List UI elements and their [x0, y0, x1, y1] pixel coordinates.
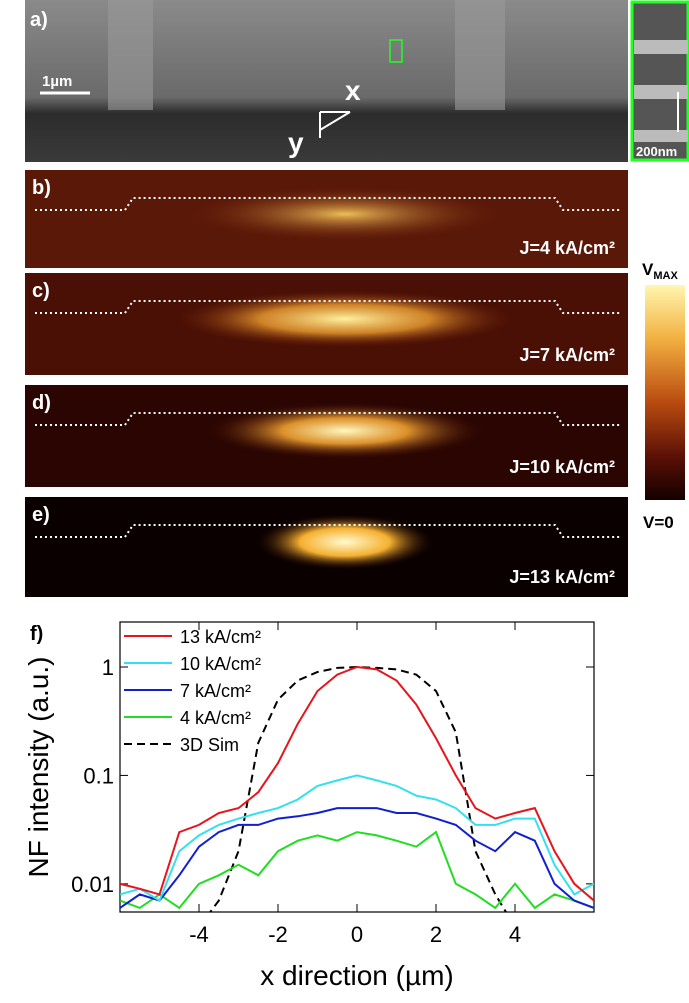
- y-tick-label: 0.1: [83, 763, 114, 788]
- current-label: J=10 kA/cm²: [509, 457, 615, 477]
- y-axis-title: NF intensity (a.u.): [23, 657, 54, 878]
- x-tick-label: 2: [430, 922, 442, 947]
- series-line: [120, 830, 594, 910]
- emission-spot: [175, 290, 515, 348]
- emission-spot: [255, 514, 435, 570]
- panel-a: a) 1µm x y 200nm: [25, 0, 689, 162]
- lines: [120, 665, 594, 912]
- scale-bar-label: 1µm: [42, 73, 72, 90]
- series-line: [120, 807, 594, 909]
- x-tick-label: 4: [509, 922, 521, 947]
- plot-f: f) x direction (µm) NF intensity (a.u.) …: [23, 621, 595, 991]
- legend-label: 7 kA/cm²: [180, 681, 251, 701]
- panel-label: b): [32, 177, 51, 199]
- x-tick-label: -4: [189, 922, 209, 947]
- emission-spot: [185, 186, 505, 242]
- y-tick-label: 1: [102, 655, 114, 680]
- legend-label: 10 kA/cm²: [180, 654, 261, 674]
- series-line: [120, 774, 594, 903]
- colorbar-top: VMAX: [642, 260, 678, 282]
- emission-spot: [205, 402, 485, 460]
- ridge-outline: [35, 300, 622, 314]
- panel-label: e): [32, 504, 50, 526]
- panel-label: c): [32, 280, 50, 302]
- panel-label: f): [30, 623, 43, 645]
- legend-label: 13 kA/cm²: [180, 627, 261, 647]
- current-label: J=4 kA/cm²: [519, 238, 615, 258]
- inset-scale-label: 200nm: [636, 144, 677, 159]
- colorbar-bottom: V=0: [643, 513, 674, 532]
- legend-label: 4 kA/cm²: [180, 708, 251, 728]
- panel-d: d) J=10 kA/cm²: [25, 385, 628, 487]
- x-tick-label: -2: [268, 922, 288, 947]
- panel-e: e) J=13 kA/cm²: [25, 497, 628, 597]
- axis-x-label: x: [345, 75, 361, 106]
- heatmaps: b) J=4 kA/cm² c) J=7 kA/cm² d) J=10 kA/cm² e) J…: [25, 170, 628, 597]
- panel-label: d): [32, 392, 51, 414]
- x-axis-title: x direction (µm): [260, 960, 454, 991]
- panel-b: b) J=4 kA/cm²: [25, 170, 628, 268]
- ridge-outline: [35, 412, 622, 426]
- legend-label: 3D Sim: [180, 735, 239, 755]
- colorbar: VMAX V=0: [642, 260, 685, 532]
- axis-y-label: y: [288, 127, 304, 158]
- current-label: J=7 kA/cm²: [519, 345, 615, 365]
- series-line: [209, 665, 508, 912]
- x-tick-label: 0: [351, 922, 363, 947]
- colorbar-top-main: V: [642, 260, 654, 279]
- colorbar-top-sub: MAX: [653, 270, 678, 282]
- y-tick-label: 0.01: [71, 872, 114, 897]
- panel-label: a): [30, 9, 48, 31]
- panel-c: c) J=7 kA/cm²: [25, 273, 628, 375]
- series-line: [120, 665, 594, 902]
- ridge-outline: [35, 524, 622, 538]
- current-label: J=13 kA/cm²: [509, 567, 615, 587]
- ridge-outline: [35, 197, 622, 211]
